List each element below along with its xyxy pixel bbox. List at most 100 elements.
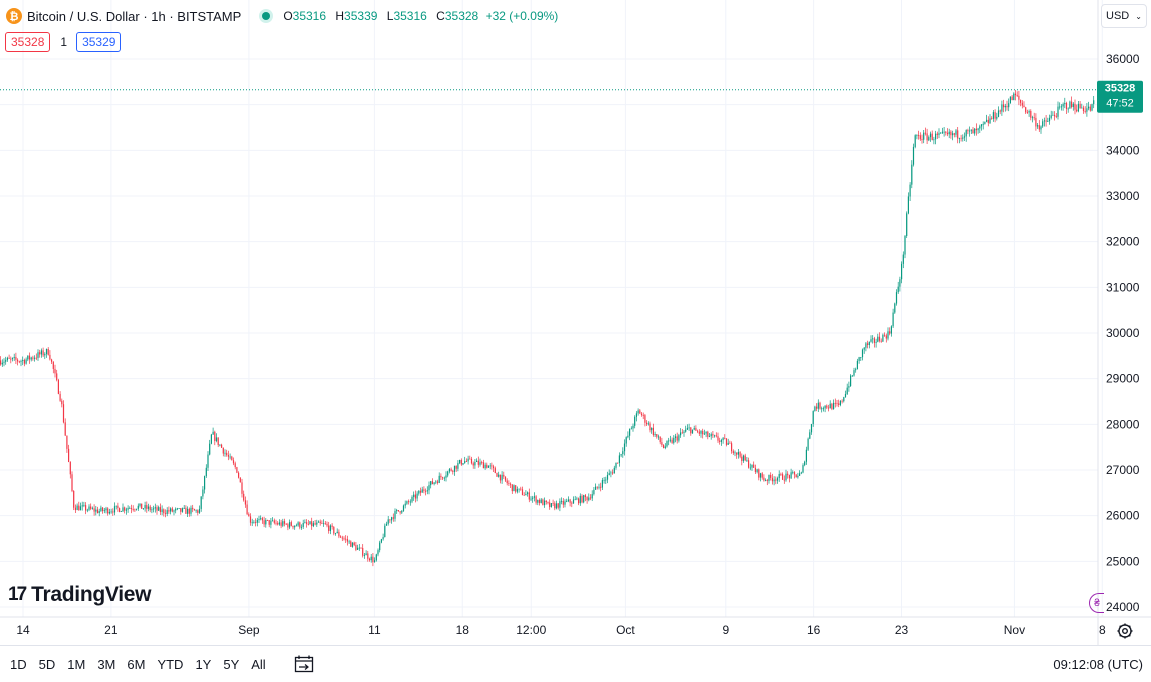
currency-label: USD: [1106, 10, 1130, 22]
candle: [538, 498, 541, 506]
time-tick-label: Oct: [616, 623, 635, 637]
candle: [6, 356, 8, 362]
candle: [861, 348, 864, 361]
candle: [188, 507, 190, 517]
candle: [809, 429, 811, 440]
candle: [703, 429, 705, 435]
candle: [86, 508, 88, 513]
candle: [178, 508, 180, 509]
range-button-1m[interactable]: 1M: [67, 656, 86, 672]
events-icon[interactable]: ₴: [1089, 593, 1104, 613]
range-button-1d[interactable]: 1D: [10, 656, 27, 672]
price-chart[interactable]: 24000 25000 26000 27000 28000 29000 30000 31000…: [0, 0, 1151, 645]
candle: [331, 523, 333, 530]
candle: [851, 374, 853, 377]
candle: [627, 431, 629, 439]
range-button-3m[interactable]: 3M: [97, 656, 116, 672]
candle: [632, 423, 634, 432]
candle: [37, 349, 39, 361]
candle: [992, 109, 994, 122]
symbol-title[interactable]: Bitcoin / U.S. Dollar · 1h · BITSTAMP: [27, 8, 242, 24]
date-range-calendar-icon[interactable]: [294, 655, 314, 673]
gear-icon[interactable]: [1116, 622, 1134, 640]
candle: [122, 503, 124, 512]
candle: [782, 472, 784, 481]
candle: [720, 438, 722, 446]
candle: [969, 126, 971, 137]
market-status-icon[interactable]: [259, 9, 274, 23]
candle: [120, 510, 122, 512]
candle: [486, 462, 488, 469]
candle: [948, 128, 950, 139]
candle: [76, 503, 78, 511]
range-button-5d[interactable]: 5D: [38, 656, 56, 672]
candle: [902, 251, 904, 269]
candle: [460, 458, 462, 466]
sell-price-button[interactable]: 35328: [5, 32, 51, 52]
candle: [1062, 102, 1064, 111]
range-button-ytd[interactable]: YTD: [157, 656, 184, 672]
candle: [340, 535, 342, 538]
candle: [554, 501, 556, 511]
candle: [224, 449, 226, 457]
chevron-down-icon: ⌄: [1135, 11, 1142, 21]
candle: [469, 455, 471, 460]
range-button-all[interactable]: All: [251, 656, 266, 672]
candle: [22, 356, 24, 366]
candle: [8, 354, 10, 359]
candle: [28, 352, 31, 364]
candle: [10, 356, 12, 364]
candle: [132, 505, 134, 512]
candle: [748, 457, 750, 469]
candle: [572, 496, 575, 504]
candle: [297, 521, 299, 527]
candle: [702, 428, 704, 439]
candle: [657, 434, 660, 440]
range-button-6m[interactable]: 6M: [127, 656, 146, 672]
candle: [663, 444, 665, 449]
candle: [27, 355, 29, 362]
candle: [819, 401, 821, 410]
candle: [867, 340, 869, 349]
candle: [812, 410, 814, 427]
candle: [287, 522, 289, 531]
candle: [574, 495, 576, 501]
range-button-1y[interactable]: 1Y: [195, 656, 212, 672]
candle: [1028, 109, 1030, 117]
candle: [870, 335, 872, 343]
candle: [557, 502, 559, 510]
price-tick-label: 25000: [1106, 554, 1140, 568]
candle: [334, 532, 337, 536]
tradingview-logo[interactable]: 17 TradingView: [8, 583, 151, 607]
candle: [25, 357, 27, 365]
bitcoin-icon[interactable]: ₿: [6, 8, 22, 24]
candle: [187, 506, 189, 517]
candle: [47, 347, 49, 356]
utc-clock[interactable]: 09:12:08 (UTC): [1053, 656, 1143, 672]
candle: [146, 501, 148, 513]
candle: [642, 412, 644, 420]
candle: [493, 464, 495, 473]
time-axis[interactable]: 14 21 Sep 11 18 12:00 Oct 9 16 23 Nov 8: [0, 616, 1151, 637]
candle: [698, 429, 700, 437]
candle: [93, 504, 95, 516]
buy-price-button[interactable]: 35329: [76, 32, 122, 52]
currency-select[interactable]: USD ⌄: [1101, 4, 1147, 28]
candle: [1084, 106, 1086, 114]
candle: [1055, 112, 1057, 119]
time-tick-label: 21: [104, 623, 118, 637]
candle: [763, 474, 765, 482]
price-axis[interactable]: 24000 25000 26000 27000 28000 29000 30000 31000…: [1097, 0, 1140, 645]
candle: [406, 500, 408, 505]
candle: [292, 525, 294, 530]
candle: [987, 116, 989, 127]
candle: [727, 438, 729, 445]
candle: [834, 398, 836, 408]
candle: [943, 126, 945, 137]
candle: [909, 182, 911, 201]
candle: [724, 434, 726, 440]
range-button-5y[interactable]: 5Y: [223, 656, 240, 672]
candle: [749, 463, 751, 471]
candle: [741, 453, 743, 466]
candle: [589, 494, 592, 501]
